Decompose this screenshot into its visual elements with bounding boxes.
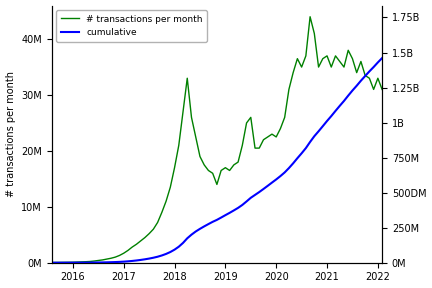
# transactions per month	[184, 77, 190, 80]
# transactions per month	[379, 88, 384, 91]
# transactions per month	[49, 261, 54, 264]
# transactions per month	[138, 239, 143, 243]
# transactions per month	[181, 110, 186, 113]
cumulative	[130, 259, 135, 263]
cumulative	[379, 56, 384, 60]
Line: cumulative: cumulative	[52, 58, 382, 263]
cumulative	[138, 258, 143, 262]
# transactions per month	[130, 245, 135, 249]
cumulative	[181, 241, 186, 245]
cumulative	[291, 162, 296, 165]
cumulative	[240, 203, 245, 207]
Y-axis label: # transactions per month: # transactions per month	[6, 71, 16, 197]
# transactions per month	[240, 144, 245, 147]
Legend: # transactions per month, cumulative: # transactions per month, cumulative	[56, 10, 207, 41]
# transactions per month	[308, 15, 313, 18]
cumulative	[49, 261, 54, 264]
Line: # transactions per month: # transactions per month	[52, 17, 382, 262]
cumulative	[184, 236, 190, 240]
# transactions per month	[291, 71, 296, 74]
